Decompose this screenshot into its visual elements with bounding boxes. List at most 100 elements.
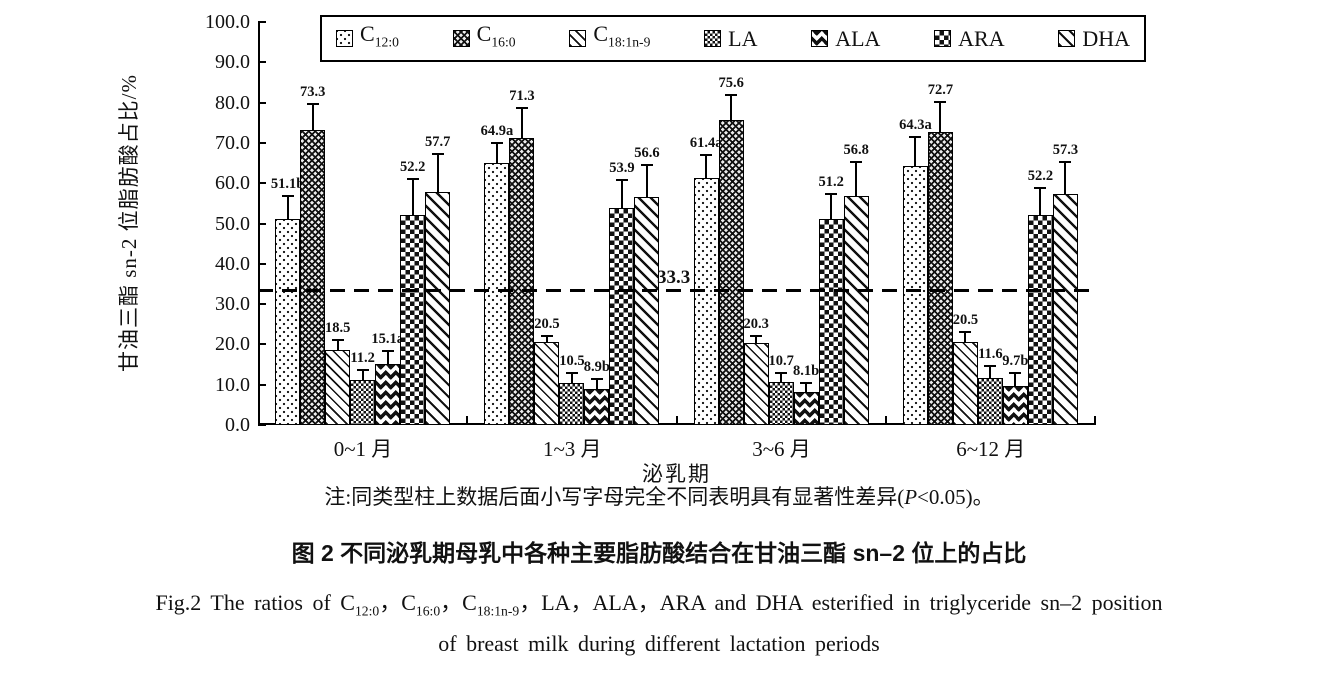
error-bar-stem xyxy=(311,103,314,130)
legend-swatch-ara xyxy=(934,30,952,47)
bar-value-label: 52.2 xyxy=(399,159,426,176)
error-bar-cap xyxy=(515,107,528,110)
error-bar-stem xyxy=(1039,188,1042,215)
reference-line-33-3 xyxy=(258,289,1095,293)
bar-c16-0-1 xyxy=(509,137,535,425)
error-bar-stem xyxy=(830,194,833,219)
y-axis-tick xyxy=(258,424,266,426)
error-bar-cap xyxy=(640,164,653,167)
bar-value-label: 64.9a xyxy=(480,122,514,139)
error-bar-stem xyxy=(286,196,289,220)
bar-value-label: 10.5 xyxy=(559,352,585,369)
y-axis-tick-label: 40.0 xyxy=(215,252,250,275)
legend-label-c12-0: C12:0 xyxy=(360,21,399,50)
error-bar-cap xyxy=(281,195,294,198)
y-axis-tick-label: 0.0 xyxy=(225,414,250,436)
error-bar-cap xyxy=(565,371,578,374)
error-bar-cap xyxy=(984,365,997,368)
error-bar-stem xyxy=(436,153,439,193)
bar-value-label: 71.3 xyxy=(509,88,535,105)
y-axis-tick xyxy=(258,21,266,23)
legend-item-c16-0: C16:0 xyxy=(452,21,516,53)
bar-c12-0-1 xyxy=(484,163,510,425)
legend-label-c16-0: C16:0 xyxy=(476,21,516,50)
bar-ara-0 xyxy=(400,214,426,425)
error-bar-cap xyxy=(406,178,419,181)
bar-value-label: 57.7 xyxy=(424,133,451,150)
legend-label-la: LA xyxy=(728,25,758,51)
y-axis-tick xyxy=(258,303,266,306)
error-bar-cap xyxy=(590,378,603,381)
bar-ala-3 xyxy=(1002,385,1028,425)
bar-value-label: 57.3 xyxy=(1052,141,1079,158)
bar-la-2 xyxy=(768,381,794,425)
y-axis-tick xyxy=(258,343,266,346)
error-bar-stem xyxy=(805,382,808,393)
y-axis-label: 甘油三酯 sn-2 位脂肪酸占比/% xyxy=(117,74,141,372)
error-bar-stem xyxy=(939,101,942,132)
bar-value-label: 15.1a xyxy=(371,331,404,348)
x-axis-tick xyxy=(466,416,469,425)
bar-la-3 xyxy=(977,378,1003,425)
bar-value-label: 56.6 xyxy=(634,145,660,162)
error-bar-cap xyxy=(750,335,763,338)
legend-swatch-c18-1n-9 xyxy=(569,29,587,47)
legend-label-ara: ARA xyxy=(958,25,1005,51)
legend-label-dha: DHA xyxy=(1082,25,1130,51)
error-bar-stem xyxy=(989,366,992,379)
y-axis-tick-label: 20.0 xyxy=(215,333,250,356)
error-bar-cap xyxy=(431,152,444,155)
legend-item-c12-0: C12:0 xyxy=(336,23,399,53)
caption-english-line1: Fig.2 The ratios of C12:0，C16:0，C18:1n-9… xyxy=(155,590,1163,619)
bar-value-label: 8.1b xyxy=(793,362,820,379)
legend-item-la: LA xyxy=(704,25,758,51)
bar-value-label: 9.7b xyxy=(1002,352,1029,369)
legend-swatch-c12-0 xyxy=(336,29,353,47)
error-bar-cap xyxy=(306,102,319,105)
figure-note: 注:同类型柱上数据后面小写字母完全不同表明具有显著性差异(P<0.05)。 xyxy=(324,485,994,509)
error-bar-cap xyxy=(959,331,972,334)
error-bar-cap xyxy=(540,335,553,338)
error-bar-stem xyxy=(336,340,339,351)
error-bar-stem xyxy=(730,94,733,121)
legend-swatch-c16-0 xyxy=(452,29,470,47)
error-bar-cap xyxy=(934,100,947,103)
y-axis-tick xyxy=(258,383,266,386)
y-axis-tick xyxy=(258,222,266,225)
error-bar-stem xyxy=(964,332,967,343)
bar-c12-0-3 xyxy=(902,165,928,425)
bar-value-label: 56.8 xyxy=(843,141,869,158)
legend-swatch-ala xyxy=(811,30,829,47)
error-bar-stem xyxy=(520,108,523,138)
bar-dha-3 xyxy=(1052,194,1078,425)
bar-value-label: 64.3a xyxy=(899,117,932,134)
error-bar-stem xyxy=(645,165,648,197)
error-bar-stem xyxy=(595,379,598,390)
bar-value-label: 11.2 xyxy=(350,349,375,366)
y-axis-tick xyxy=(258,101,266,104)
error-bar-cap xyxy=(775,371,788,374)
error-bar-stem xyxy=(855,161,858,197)
error-bar-stem xyxy=(620,179,623,208)
error-bar-cap xyxy=(700,153,713,156)
bar-c18-1n-9-0 xyxy=(325,350,351,425)
error-bar-stem xyxy=(411,179,414,215)
legend-item-ara: ARA xyxy=(934,25,1005,51)
bar-value-label: 8.9b xyxy=(583,359,610,376)
y-axis-tick xyxy=(258,141,266,144)
legend-label-c18-1n-9: C18:1n-9 xyxy=(593,21,651,50)
error-bar-stem xyxy=(495,142,498,164)
caption-chinese: 图 2 不同泌乳期母乳中各种主要脂肪酸结合在甘油三酯 sn–2 位上的占比 xyxy=(291,540,1027,566)
y-axis-tick-label: 30.0 xyxy=(215,293,250,316)
bar-value-label: 20.5 xyxy=(534,316,560,333)
bar-c18-1n-9-2 xyxy=(743,343,769,425)
error-bar-stem xyxy=(705,154,708,178)
bar-dha-1 xyxy=(634,196,660,425)
error-bar-cap xyxy=(331,339,344,342)
x-axis-tick xyxy=(1094,416,1096,425)
error-bar-stem xyxy=(780,372,783,382)
bar-ara-2 xyxy=(818,218,844,425)
bar-value-label: 20.3 xyxy=(743,316,769,333)
legend-item-ala: ALA xyxy=(811,27,880,50)
